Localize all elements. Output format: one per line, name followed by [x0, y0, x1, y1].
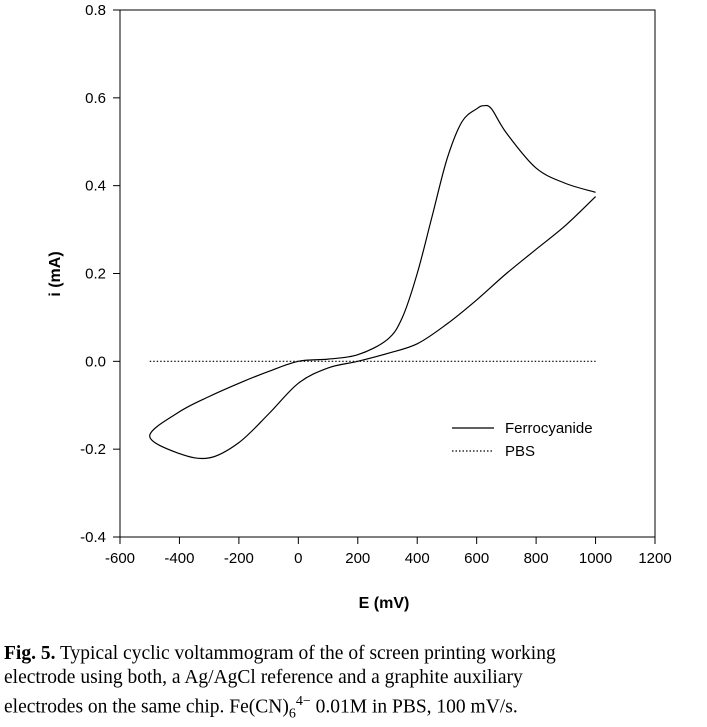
y-tick-label: 0.2 — [85, 266, 106, 283]
series-layer — [149, 104, 597, 460]
caption-line-3a: electrodes on the same chip. Fe(CN) — [4, 696, 289, 718]
caption-label: Fig. 5. — [4, 643, 56, 664]
y-tick-label: 0.0 — [85, 353, 106, 370]
cyclic-voltammogram-chart: -600 -400 -200 0 200 400 600 800 1000 1200 -0.4 -0.… — [47, 2, 672, 612]
y-tick-label: 0.8 — [85, 2, 106, 19]
figure-caption: Fig. 5. Typical cyclic voltammogram of t… — [4, 642, 704, 726]
axis-ticks: -600 -400 -200 0 200 400 600 800 1000 1200 -0.4 -0.… — [80, 2, 672, 567]
caption-line-1: Typical cyclic voltammogram of the of sc… — [55, 643, 556, 664]
series-line-ferrocyanide — [149, 104, 597, 460]
legend-label-ferrocyanide: Ferrocyanide — [505, 420, 593, 437]
legend: Ferrocyanide PBS — [452, 420, 593, 460]
x-tick-label: 200 — [345, 550, 370, 567]
x-tick-label: 1200 — [638, 550, 671, 567]
x-tick-label: 1000 — [579, 550, 612, 567]
caption-line-2: electrode using both, a Ag/AgCl referenc… — [4, 667, 523, 688]
caption-subscript: 6 — [288, 706, 296, 722]
y-tick-label: 0.6 — [85, 90, 106, 107]
x-tick-label: 800 — [524, 550, 549, 567]
y-tick-label: -0.2 — [80, 441, 106, 458]
x-tick-label: 600 — [464, 550, 489, 567]
x-tick-label: -200 — [224, 550, 254, 567]
x-axis-title: E (mV) — [359, 595, 410, 612]
y-tick-label: 0.4 — [85, 178, 106, 195]
x-tick-label: -400 — [164, 550, 194, 567]
x-tick-label: -600 — [105, 550, 135, 567]
y-axis-title: i (mA) — [47, 251, 64, 296]
legend-label-pbs: PBS — [505, 443, 535, 460]
caption-line-3b: 0.01M in PBS, 100 mV/s. — [310, 696, 518, 718]
x-tick-label: 0 — [294, 550, 302, 567]
y-tick-label: -0.4 — [80, 529, 106, 546]
caption-superscript: 4− — [295, 694, 311, 709]
x-tick-label: 400 — [405, 550, 430, 567]
